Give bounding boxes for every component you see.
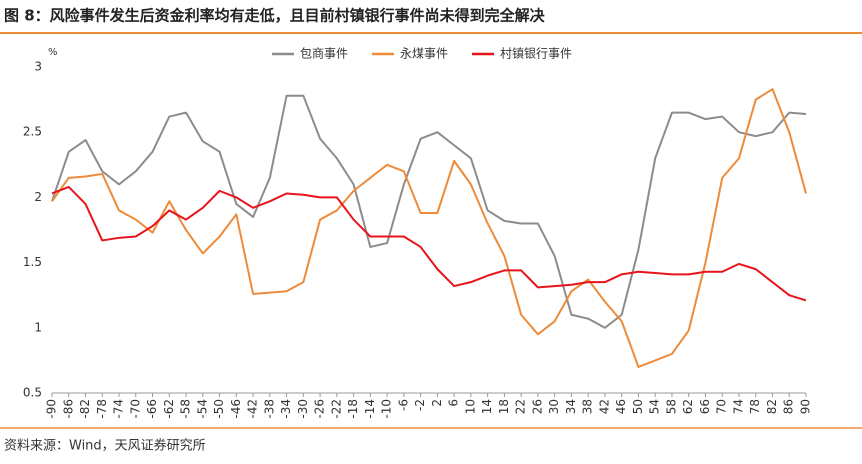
x-tick-label: -66 [145, 399, 159, 419]
x-tick-label: -70 [128, 399, 142, 419]
x-tick-label: 50 [631, 399, 645, 414]
source: 资料来源：Wind，天风证券研究所 [4, 438, 206, 454]
y-tick-label: 1 [34, 320, 42, 334]
x-tick-label: -14 [363, 399, 377, 419]
x-tick-label: -22 [329, 399, 343, 419]
legend-label: 包商事件 [300, 46, 348, 61]
x-tick-label: 34 [564, 399, 578, 414]
x-tick-label: 82 [765, 399, 779, 414]
series-line [51, 185, 807, 302]
x-tick-label: -46 [229, 399, 243, 419]
x-tick-label: 18 [497, 399, 511, 414]
x-tick-label: -26 [313, 399, 327, 419]
y-unit: % [48, 47, 58, 58]
x-tick-label: -50 [212, 399, 226, 419]
x-tick-label: -78 [95, 399, 109, 419]
x-tick-label: 74 [731, 399, 745, 414]
y-tick-label: 2.5 [23, 125, 42, 139]
x-tick-label: -74 [112, 399, 126, 419]
chart-title: 图 8：风险事件发生后资金利率均有走低，且目前村镇银行事件尚未得到完全解决 [4, 7, 546, 25]
x-tick-label: 90 [799, 399, 813, 414]
y-tick-label: 2 [34, 190, 42, 204]
x-tick-label: 86 [782, 399, 796, 414]
x-tick-label: -86 [61, 399, 75, 419]
x-tick-label: -42 [246, 399, 260, 419]
x-tick-label: -54 [195, 399, 209, 419]
x-tick-label: 46 [614, 399, 628, 414]
x-tick-label: -82 [78, 399, 92, 419]
x-tick-label: 62 [681, 399, 695, 414]
x-tick-label: 42 [597, 399, 611, 414]
x-tick-label: 66 [698, 399, 712, 414]
x-tick-label: -18 [346, 399, 360, 419]
x-tick-label: 54 [648, 399, 662, 414]
x-tick-label: 70 [715, 399, 729, 414]
x-tick-label: -90 [45, 399, 59, 419]
x-tick-label: 58 [664, 399, 678, 414]
y-tick-label: 1.5 [23, 255, 42, 269]
x-tick-label: 14 [480, 399, 494, 414]
x-tick-label: 38 [581, 399, 595, 414]
series-line [51, 88, 807, 368]
y-tick-label: 3 [34, 60, 42, 74]
legend-label: 永煤事件 [400, 47, 448, 61]
x-tick-label: 30 [547, 399, 561, 414]
x-tick-label: -58 [179, 399, 193, 419]
series-line [51, 94, 807, 329]
x-tick-label: -6 [396, 399, 410, 411]
x-tick-label: 22 [514, 399, 528, 414]
x-tick-label: 78 [748, 399, 762, 414]
x-tick-label: -38 [262, 399, 276, 419]
x-tick-label: -2 [413, 399, 427, 411]
x-tick-label: -62 [162, 399, 176, 419]
x-tick-label: -30 [296, 399, 310, 419]
x-tick-label: 26 [530, 399, 544, 414]
x-tick-label: -34 [279, 399, 293, 419]
legend-label: 村镇银行事件 [500, 47, 572, 61]
x-tick-label: 2 [430, 399, 444, 407]
x-tick-label: -10 [380, 399, 394, 419]
x-tick-label: 6 [447, 399, 461, 407]
y-tick-label: 0.5 [23, 386, 42, 400]
x-tick-label: 10 [463, 399, 477, 414]
